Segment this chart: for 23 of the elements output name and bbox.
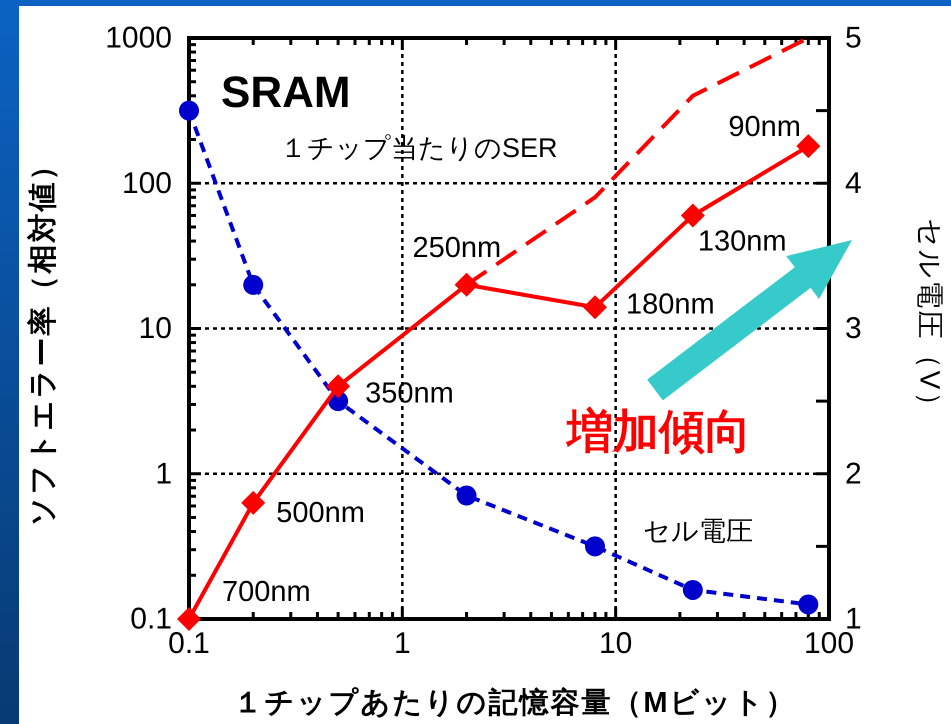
- y2-tick-label: 4: [845, 166, 862, 200]
- annotation: 350nm: [365, 377, 454, 410]
- annotation: 180nm: [626, 288, 715, 320]
- annotation: 500nm: [276, 496, 365, 529]
- annotation: 増加傾向: [565, 405, 751, 457]
- x-tick-label: 10: [598, 627, 632, 660]
- y-tick-label: 1000: [105, 22, 172, 54]
- annotation: 130nm: [698, 225, 787, 258]
- x-axis-title: １チップあたりの記憶容量（Mビット）: [233, 686, 797, 719]
- y2-tick-label: 5: [845, 22, 862, 54]
- annotation: 700nm: [222, 576, 311, 608]
- y-tick-label: 100: [122, 166, 172, 200]
- y2-axis-title: セル電圧（V）: [914, 218, 946, 422]
- y-axis-title: ソフトエラー率（相対値）: [26, 150, 59, 526]
- series-label: セル電圧: [643, 516, 753, 546]
- y-tick-label: 10: [138, 312, 172, 345]
- y2-tick-label: 3: [845, 312, 862, 345]
- y2-tick-label: 2: [845, 457, 862, 490]
- x-tick-label: 1: [394, 627, 411, 660]
- annotation: 90nm: [728, 111, 801, 144]
- text: SRAM: [221, 68, 351, 117]
- y-tick-label: 1: [155, 457, 172, 490]
- annotation: 250nm: [412, 232, 502, 264]
